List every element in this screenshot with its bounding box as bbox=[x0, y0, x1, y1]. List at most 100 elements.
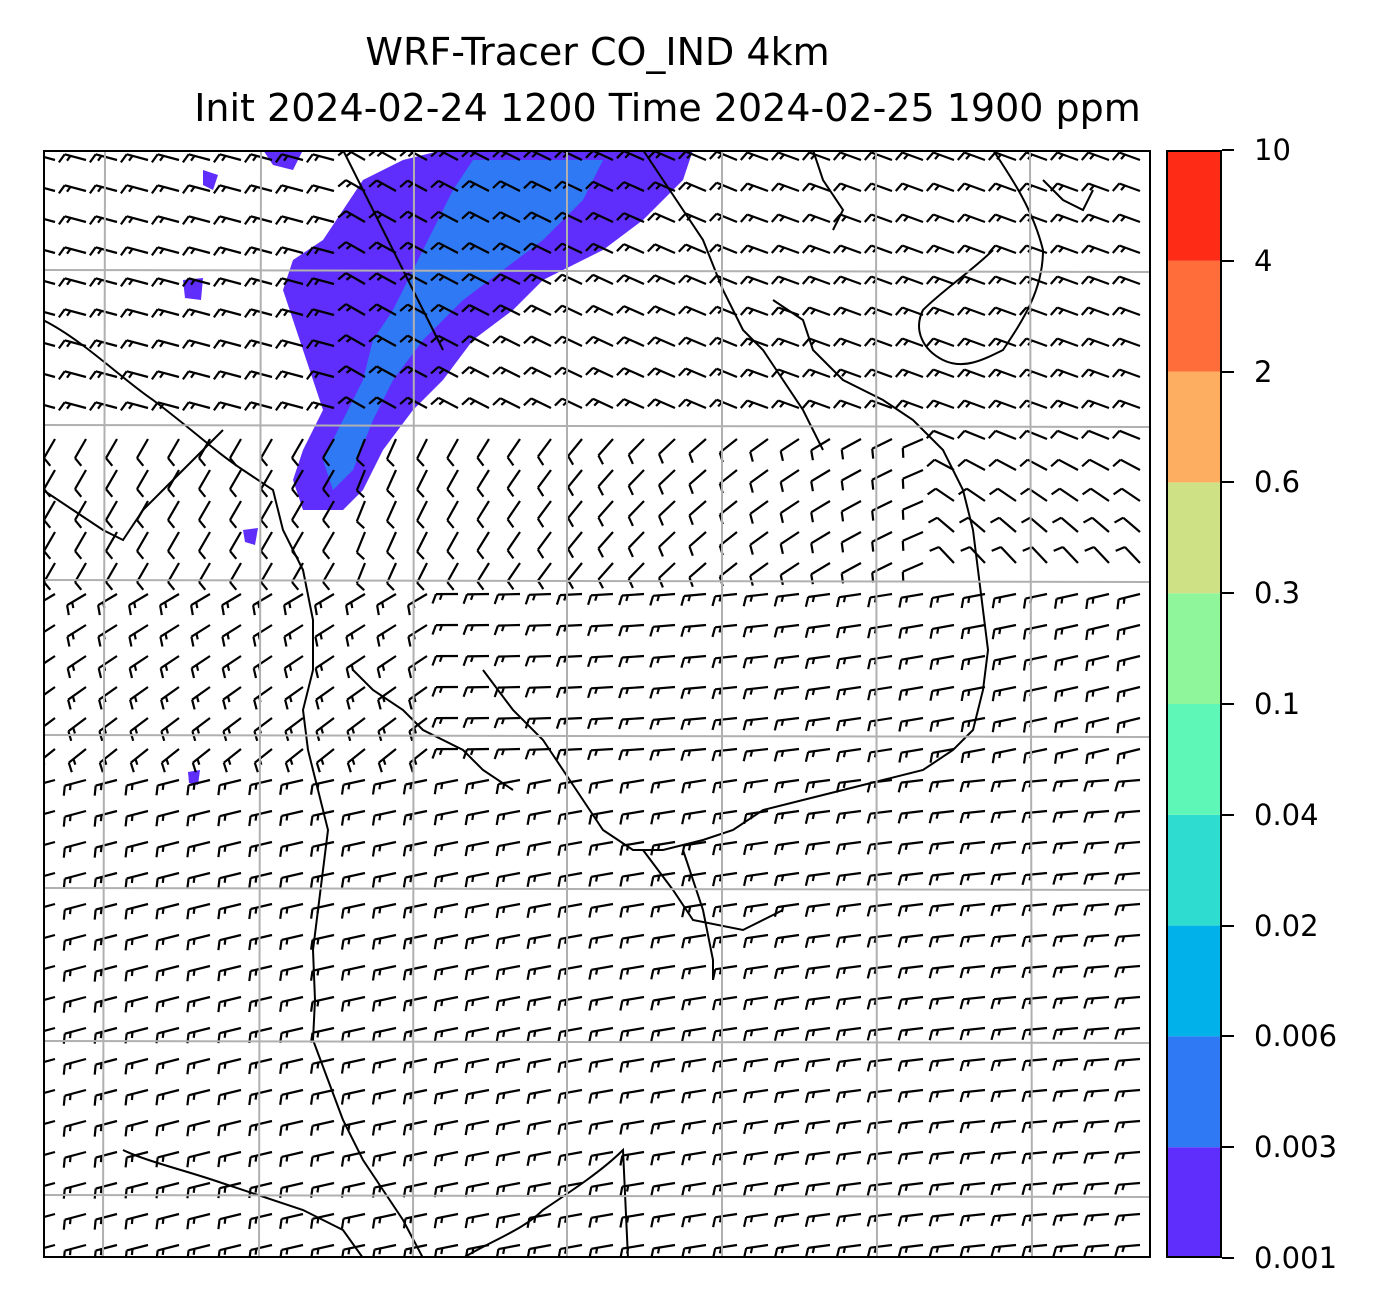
wind-barb bbox=[385, 500, 398, 529]
wind-barb bbox=[743, 964, 769, 980]
wind-barb bbox=[244, 215, 273, 226]
wind-barb bbox=[987, 182, 1017, 193]
wind-barb bbox=[1085, 685, 1110, 703]
wind-barb bbox=[832, 399, 862, 410]
wind-barb bbox=[62, 871, 87, 889]
wind-barb bbox=[866, 933, 893, 948]
wind-barb bbox=[275, 277, 304, 288]
wind-barb bbox=[310, 809, 335, 826]
wind-barb bbox=[1049, 275, 1079, 286]
wind-barb bbox=[186, 1181, 211, 1199]
wind-barb bbox=[773, 964, 800, 980]
wind-barb bbox=[198, 469, 211, 498]
wind-barb bbox=[124, 809, 149, 827]
wind-barb bbox=[681, 995, 707, 1011]
wind-barb bbox=[991, 716, 1017, 733]
wind-barb bbox=[151, 184, 180, 195]
wind-barb bbox=[616, 305, 645, 317]
wind-barb bbox=[619, 933, 645, 949]
wind-barb bbox=[248, 995, 273, 1013]
wind-barb bbox=[618, 716, 645, 730]
wind-barb bbox=[681, 1150, 707, 1166]
wind-barb bbox=[929, 747, 955, 763]
wind-barb bbox=[155, 1088, 180, 1106]
wind-barb bbox=[567, 438, 583, 466]
wind-barb bbox=[62, 778, 87, 796]
wind-barb bbox=[43, 624, 56, 640]
wind-barb bbox=[430, 179, 459, 192]
wind-barb bbox=[314, 655, 335, 679]
wind-barb bbox=[377, 748, 397, 773]
wind-barb bbox=[446, 562, 459, 591]
wind-barb bbox=[89, 215, 118, 226]
wind-barb bbox=[136, 469, 149, 498]
wind-barb bbox=[128, 624, 149, 647]
wind-barb bbox=[773, 1026, 800, 1042]
wind-barb bbox=[402, 871, 428, 888]
wind-barb bbox=[536, 438, 552, 466]
wind-barb bbox=[407, 655, 428, 679]
wind-barb bbox=[229, 500, 242, 529]
wind-barb bbox=[712, 964, 738, 980]
wind-barb bbox=[836, 623, 862, 639]
colorbar-tick-label: 4 bbox=[1254, 243, 1273, 278]
wind-barb bbox=[619, 964, 645, 980]
wind-barb bbox=[680, 747, 707, 761]
wind-barb bbox=[929, 592, 955, 608]
wind-barb bbox=[1052, 1150, 1079, 1164]
wind-barb bbox=[840, 500, 862, 522]
wind-barb bbox=[866, 902, 893, 917]
wind-barb bbox=[98, 686, 118, 710]
wind-barb bbox=[1114, 840, 1141, 854]
wind-barb bbox=[866, 778, 893, 793]
wind-barb bbox=[1021, 902, 1048, 917]
wind-barb bbox=[160, 717, 180, 742]
wind-barb bbox=[990, 809, 1017, 824]
wind-barb bbox=[959, 1212, 986, 1227]
wind-barb bbox=[229, 562, 242, 591]
wind-barb bbox=[1022, 623, 1048, 640]
wind-barb bbox=[433, 964, 459, 981]
wind-barb bbox=[867, 654, 893, 670]
wind-barb bbox=[371, 902, 397, 919]
wind-barb bbox=[990, 964, 1017, 979]
wind-barb bbox=[167, 531, 180, 560]
wind-barb bbox=[526, 1026, 552, 1042]
wind-barb bbox=[587, 747, 614, 761]
wind-barb bbox=[928, 995, 955, 1010]
wind-barb bbox=[990, 1212, 1017, 1227]
wind-barb bbox=[712, 1088, 738, 1104]
wind-barb bbox=[191, 748, 211, 773]
wind-barb bbox=[93, 871, 118, 889]
wind-barb bbox=[136, 500, 149, 529]
wind-barb bbox=[464, 995, 490, 1012]
wind-barb bbox=[1114, 1150, 1141, 1164]
wind-barb bbox=[743, 1243, 769, 1258]
wind-barb bbox=[742, 747, 769, 762]
wind-barb bbox=[93, 1181, 118, 1199]
wind-barb bbox=[244, 277, 273, 288]
wind-barb bbox=[314, 624, 335, 647]
wind-barb bbox=[928, 1212, 955, 1227]
wind-barb bbox=[306, 184, 335, 195]
wind-barb bbox=[279, 809, 304, 826]
wind-barb bbox=[506, 562, 521, 591]
wind-barb bbox=[340, 933, 366, 950]
wind-barb bbox=[928, 1088, 955, 1103]
wind-barb bbox=[283, 624, 304, 647]
wind-barb bbox=[987, 213, 1017, 224]
colorbar-tick-label: 0.1 bbox=[1254, 687, 1301, 721]
wind-barb bbox=[62, 995, 87, 1013]
wind-barb bbox=[987, 368, 1017, 379]
wind-barb bbox=[627, 531, 645, 558]
wind-barb bbox=[213, 370, 242, 381]
wind-barb bbox=[129, 748, 149, 773]
plot-title-line-2: Init 2024-02-24 1200 Time 2024-02-25 190… bbox=[194, 86, 1141, 130]
wind-barb bbox=[155, 1181, 180, 1199]
wind-barb bbox=[712, 1026, 738, 1042]
wind-barb bbox=[182, 246, 211, 257]
wind-barb bbox=[433, 995, 459, 1012]
wind-barb bbox=[402, 933, 428, 950]
wind-barb bbox=[368, 396, 397, 409]
wind-barb bbox=[627, 500, 645, 527]
